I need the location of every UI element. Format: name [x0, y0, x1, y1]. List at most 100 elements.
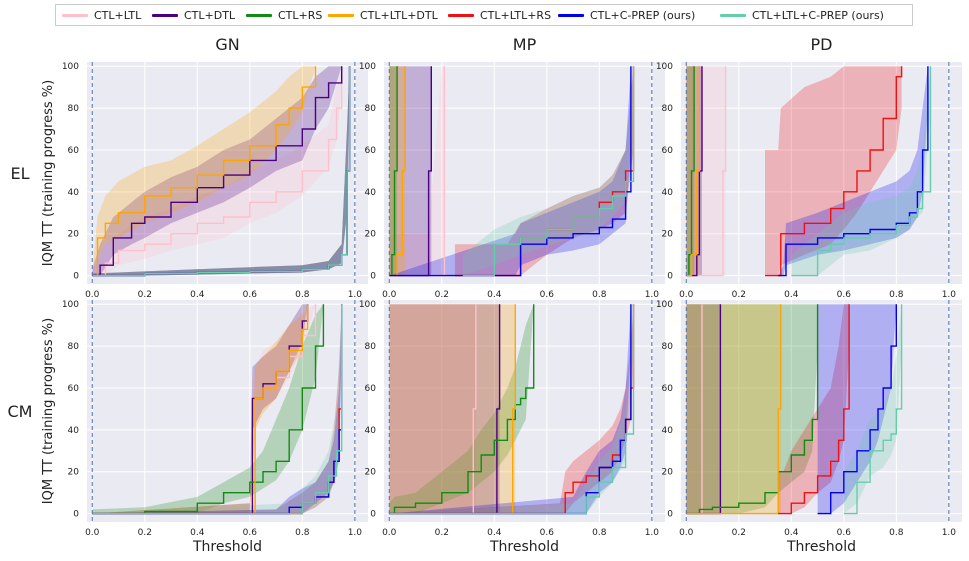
y-tick-label: 20 — [365, 230, 377, 240]
series-line — [92, 66, 343, 277]
x-tick-label: 0.6 — [243, 528, 258, 538]
series-band — [92, 304, 324, 514]
y-tick-label: 40 — [68, 188, 80, 198]
y-tick-label: 100 — [656, 300, 673, 310]
legend-label: CTL+LTL+DTL — [360, 8, 438, 22]
panel-background — [384, 300, 665, 522]
series-band — [92, 66, 316, 276]
y-tick-label: 40 — [68, 426, 80, 436]
x-tick-label: 1.0 — [942, 528, 957, 538]
legend-item: CTL+DTL — [152, 5, 235, 25]
y-tick-label: 20 — [662, 230, 674, 240]
series-band — [92, 66, 342, 276]
series-line — [817, 304, 897, 515]
x-tick-label: 0.6 — [540, 528, 555, 538]
legend-swatch — [328, 13, 354, 17]
row-label: EL — [10, 164, 29, 183]
series-band — [686, 304, 702, 514]
x-tick-label: 0.2 — [138, 528, 152, 538]
y-tick-label: 20 — [68, 230, 80, 240]
series-band — [454, 66, 634, 276]
legend-item: CTL+RS — [246, 5, 322, 25]
x-tick-label: 0.6 — [243, 290, 258, 300]
legend-item: CTL+LTL+RS — [448, 5, 551, 25]
series-band — [686, 304, 721, 514]
x-tick-label: 0.0 — [85, 290, 100, 300]
x-tick-label: 0.4 — [190, 528, 205, 538]
legend-item: CTL+LTL+C-PREP (ours) — [720, 5, 884, 25]
legend-swatch — [720, 13, 746, 17]
series-line — [765, 66, 903, 277]
series-line — [92, 304, 325, 515]
y-tick-label: 20 — [68, 468, 80, 478]
y-tick-label: 40 — [365, 188, 377, 198]
series-band — [92, 304, 308, 514]
legend-swatch — [246, 13, 272, 17]
x-tick-label: 0.2 — [138, 290, 152, 300]
x-tick-label: 0.0 — [679, 528, 694, 538]
x-tick-label: 0.2 — [732, 290, 746, 300]
x-tick-label: 0.4 — [190, 290, 205, 300]
series-band — [92, 304, 316, 514]
y-tick-label: 100 — [656, 62, 673, 72]
x-tick-label: 0.6 — [837, 528, 852, 538]
y-tick-label: 80 — [365, 342, 377, 352]
series-line — [92, 66, 351, 277]
x-axis-label: Threshold — [489, 539, 559, 555]
y-tick-label: 60 — [365, 384, 377, 394]
y-tick-label: 100 — [62, 300, 79, 310]
y-tick-label: 0 — [667, 272, 673, 282]
y-tick-label: 60 — [662, 146, 674, 156]
series-band — [686, 304, 781, 514]
series-band — [389, 66, 432, 276]
series-line — [778, 304, 850, 515]
series-band — [843, 304, 902, 514]
series-band — [389, 66, 445, 276]
row-label: CM — [8, 402, 33, 421]
y-tick-label: 40 — [365, 426, 377, 436]
x-axis-label: Threshold — [786, 539, 856, 555]
x-tick-label: 0.6 — [837, 290, 852, 300]
series-line — [686, 66, 727, 277]
x-tick-label: 0.8 — [889, 528, 904, 538]
y-tick-label: 100 — [359, 300, 376, 310]
legend-swatch — [62, 13, 88, 17]
legend-label: CTL+LTL — [94, 8, 142, 22]
x-tick-label: 0.8 — [889, 290, 904, 300]
y-tick-label: 80 — [68, 342, 80, 352]
series-band — [765, 66, 902, 276]
y-tick-label: 80 — [662, 104, 674, 114]
x-tick-label: 1.0 — [348, 290, 363, 300]
series-band — [686, 304, 818, 514]
series-line — [778, 66, 929, 277]
x-tick-label: 0.4 — [784, 290, 799, 300]
y-tick-label: 100 — [359, 62, 376, 72]
y-axis-label: IQM TT (training progress %) — [41, 318, 56, 504]
panel-background — [681, 300, 962, 522]
series-line — [686, 304, 782, 515]
column-title: PD — [811, 35, 833, 54]
series-band — [92, 66, 342, 276]
y-tick-label: 80 — [365, 104, 377, 114]
x-tick-label: 0.2 — [435, 528, 449, 538]
y-tick-label: 40 — [662, 188, 674, 198]
series-line — [92, 66, 343, 277]
legend-item: CTL+C-PREP (ours) — [558, 5, 695, 25]
series-band — [389, 66, 631, 276]
y-tick-label: 60 — [68, 384, 80, 394]
x-tick-label: 0.0 — [382, 528, 397, 538]
x-tick-label: 0.0 — [382, 290, 397, 300]
column-title: GN — [215, 35, 239, 54]
x-tick-label: 0.4 — [487, 528, 502, 538]
series-line — [389, 304, 635, 515]
x-tick-label: 0.0 — [679, 290, 694, 300]
x-tick-label: 0.8 — [592, 528, 607, 538]
x-tick-label: 0.8 — [592, 290, 607, 300]
legend-label: CTL+RS — [278, 8, 323, 22]
x-tick-label: 0.8 — [295, 528, 310, 538]
y-tick-label: 0 — [667, 510, 673, 520]
series-line — [389, 66, 632, 277]
series-band — [389, 304, 516, 514]
legend: CTL+LTL CTL+DTL CTL+RS CTL+LTL+DTL CTL+LTL+R… — [55, 4, 913, 26]
